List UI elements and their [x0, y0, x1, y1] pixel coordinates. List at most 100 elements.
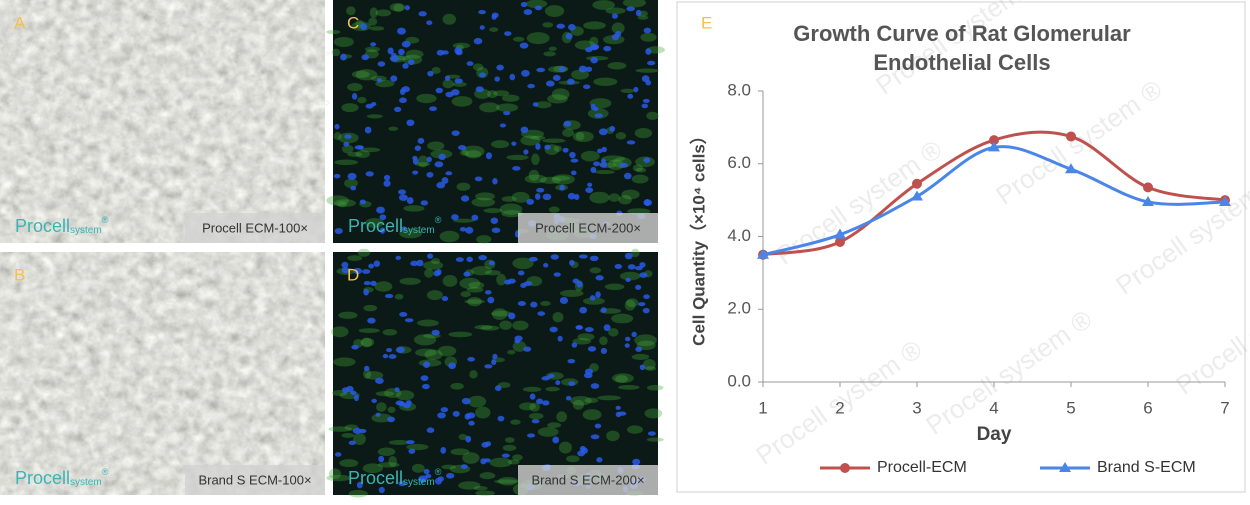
x-tick-label: 7 — [1220, 398, 1229, 417]
cell — [167, 403, 174, 410]
cell — [216, 359, 233, 365]
cytoplasm — [634, 128, 653, 139]
nucleus — [537, 311, 546, 316]
cell — [162, 300, 176, 306]
nucleus — [386, 347, 393, 353]
nucleus — [565, 32, 573, 40]
cell — [131, 293, 148, 299]
cytoplasm — [338, 311, 358, 319]
cell — [244, 99, 253, 105]
nucleus — [619, 162, 629, 168]
nucleus — [623, 172, 632, 180]
nucleus — [547, 373, 555, 378]
cytoplasm — [607, 159, 624, 171]
nucleus — [556, 23, 565, 29]
nucleus — [378, 486, 385, 494]
cytoplasm — [621, 189, 640, 200]
cell — [290, 11, 301, 16]
cell — [13, 364, 31, 369]
nucleus — [421, 383, 430, 390]
cell — [44, 436, 60, 440]
nucleus — [501, 453, 510, 458]
cytoplasm — [562, 128, 575, 137]
nucleus — [401, 86, 410, 93]
cytoplasm — [512, 341, 527, 352]
nucleus — [600, 307, 607, 313]
nucleus — [590, 166, 597, 173]
cytoplasm — [339, 459, 359, 468]
nucleus — [492, 177, 498, 185]
nucleus — [383, 174, 391, 181]
nucleus — [527, 433, 536, 438]
cell — [63, 481, 80, 489]
cytoplasm — [497, 382, 511, 389]
cytoplasm — [646, 437, 664, 442]
cytoplasm — [601, 155, 626, 162]
cytoplasm — [474, 324, 493, 330]
cytoplasm — [583, 21, 606, 30]
nucleus — [399, 97, 407, 104]
nucleus — [359, 199, 366, 205]
cytoplasm — [510, 419, 521, 425]
nucleus — [426, 156, 432, 163]
cytoplasm — [577, 333, 595, 341]
nucleus — [376, 206, 385, 214]
cell — [88, 396, 102, 400]
micrograph — [333, 0, 658, 243]
cell — [177, 121, 188, 126]
cytoplasm — [396, 390, 415, 401]
cytoplasm — [471, 197, 496, 207]
nucleus — [627, 93, 634, 99]
cell — [282, 94, 291, 100]
cytoplasm — [361, 337, 375, 347]
cytoplasm — [615, 132, 627, 140]
nucleus — [361, 54, 370, 61]
cell — [296, 193, 304, 199]
cytoplasm — [636, 340, 656, 350]
nucleus — [559, 297, 569, 304]
cell — [220, 10, 234, 16]
cytoplasm — [583, 297, 605, 305]
cell — [232, 126, 242, 133]
nucleus — [571, 342, 578, 348]
cytoplasm — [417, 155, 429, 168]
cell — [158, 4, 166, 12]
cytoplasm — [608, 328, 619, 337]
cell — [211, 101, 218, 108]
cytoplasm — [631, 174, 649, 184]
nucleus — [352, 427, 362, 434]
nucleus — [436, 181, 446, 189]
nucleus — [552, 436, 560, 444]
nucleus — [541, 376, 550, 381]
nucleus — [520, 282, 527, 289]
nucleus — [373, 260, 381, 267]
nucleus — [418, 11, 427, 17]
nucleus — [584, 327, 594, 332]
cytoplasm — [543, 51, 556, 57]
cytoplasm — [326, 474, 351, 482]
cytoplasm — [347, 151, 363, 157]
nucleus — [364, 126, 372, 134]
nucleus — [523, 346, 532, 352]
nucleus — [641, 103, 649, 109]
cytoplasm — [524, 174, 547, 184]
caption: Brand S ECM-100× — [198, 472, 311, 487]
cytoplasm — [612, 373, 634, 384]
nucleus — [530, 301, 538, 308]
nucleus — [642, 307, 650, 314]
cytoplasm — [542, 22, 554, 28]
cell — [298, 380, 315, 387]
cytoplasm — [473, 486, 488, 491]
cytoplasm — [526, 0, 548, 9]
y-axis-label: Cell Quantity（×10⁴ cells） — [688, 127, 708, 346]
nucleus — [590, 56, 598, 64]
nucleus — [552, 74, 561, 81]
nucleus — [624, 252, 633, 260]
brand-mark: ® — [435, 467, 442, 477]
cytoplasm — [534, 101, 552, 109]
cytoplasm — [388, 439, 410, 446]
cytoplasm — [640, 32, 657, 42]
chart-title: Growth Curve of Rat Glomerular — [793, 21, 1131, 46]
nucleus — [399, 311, 408, 317]
nucleus — [562, 147, 569, 153]
